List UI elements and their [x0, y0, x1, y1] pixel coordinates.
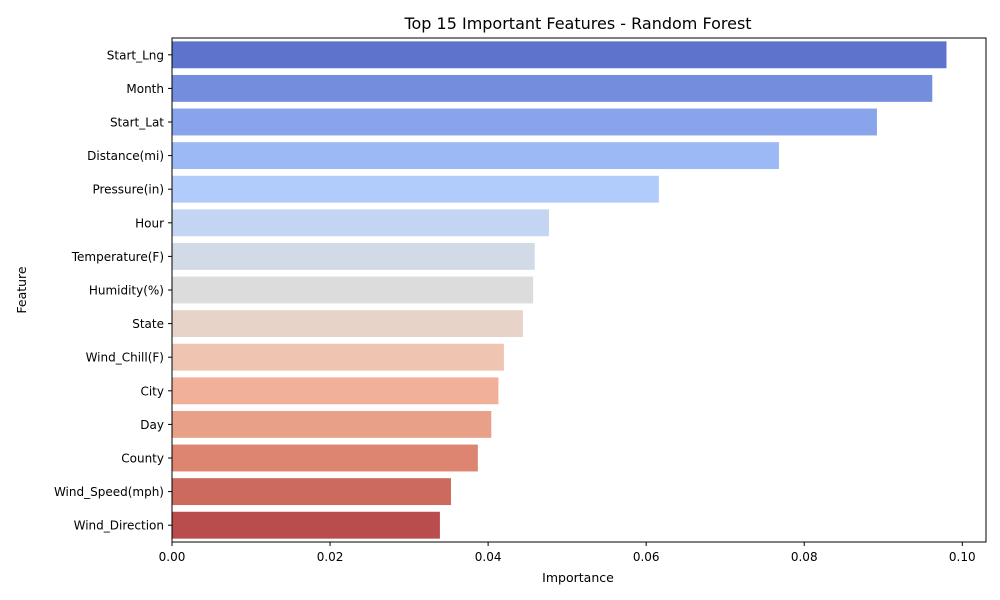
- plot-frame: [171, 37, 987, 543]
- y-ticks: Start_Lng Month Start_Lat Distance(mi) Press…: [54, 48, 172, 533]
- bar-12: [172, 444, 478, 472]
- x-ticks: 0.00 0.02 0.04 0.06 0.08 0.10: [159, 542, 976, 564]
- x-tick-label: 0.04: [475, 550, 502, 564]
- bar-8: [172, 310, 523, 338]
- bar-0: [172, 41, 947, 69]
- bars-layer: [172, 41, 947, 539]
- y-tick-label: Temperature(F): [71, 250, 164, 264]
- x-axis-label: Importance: [542, 570, 614, 585]
- y-tick-label: Wind_Speed(mph): [54, 485, 164, 499]
- y-tick-label: Start_Lng: [107, 48, 164, 62]
- bar-2: [172, 108, 877, 136]
- y-tick-label: Hour: [135, 216, 164, 230]
- bar-13: [172, 478, 451, 506]
- bar-11: [172, 410, 492, 438]
- bar-5: [172, 209, 549, 237]
- x-tick-label: 0.00: [159, 550, 186, 564]
- bar-1: [172, 74, 933, 102]
- y-tick-label: County: [121, 452, 164, 466]
- y-tick-label: Distance(mi): [87, 149, 164, 163]
- bar-4: [172, 175, 659, 203]
- y-tick-label: Wind_Chill(F): [86, 351, 164, 365]
- bar-9: [172, 343, 504, 371]
- x-tick-label: 0.02: [317, 550, 344, 564]
- y-axis-label: Feature: [14, 266, 29, 314]
- bar-14: [172, 511, 440, 539]
- y-tick-label: Month: [126, 82, 164, 96]
- bar-6: [172, 242, 535, 270]
- y-tick-label: City: [140, 384, 164, 398]
- y-tick-label: Pressure(in): [92, 183, 164, 197]
- y-tick-label: Wind_Direction: [74, 519, 164, 533]
- y-tick-label: State: [132, 317, 164, 331]
- chart-title: Top 15 Important Features - Random Fores…: [403, 14, 751, 33]
- y-tick-label: Day: [140, 418, 164, 432]
- y-tick-label: Start_Lat: [110, 116, 164, 130]
- bar-7: [172, 276, 534, 304]
- x-tick-label: 0.06: [633, 550, 660, 564]
- bar-3: [172, 142, 779, 170]
- y-tick-label: Humidity(%): [89, 284, 164, 298]
- x-tick-label: 0.08: [791, 550, 818, 564]
- x-tick-label: 0.10: [949, 550, 976, 564]
- bar-10: [172, 377, 499, 405]
